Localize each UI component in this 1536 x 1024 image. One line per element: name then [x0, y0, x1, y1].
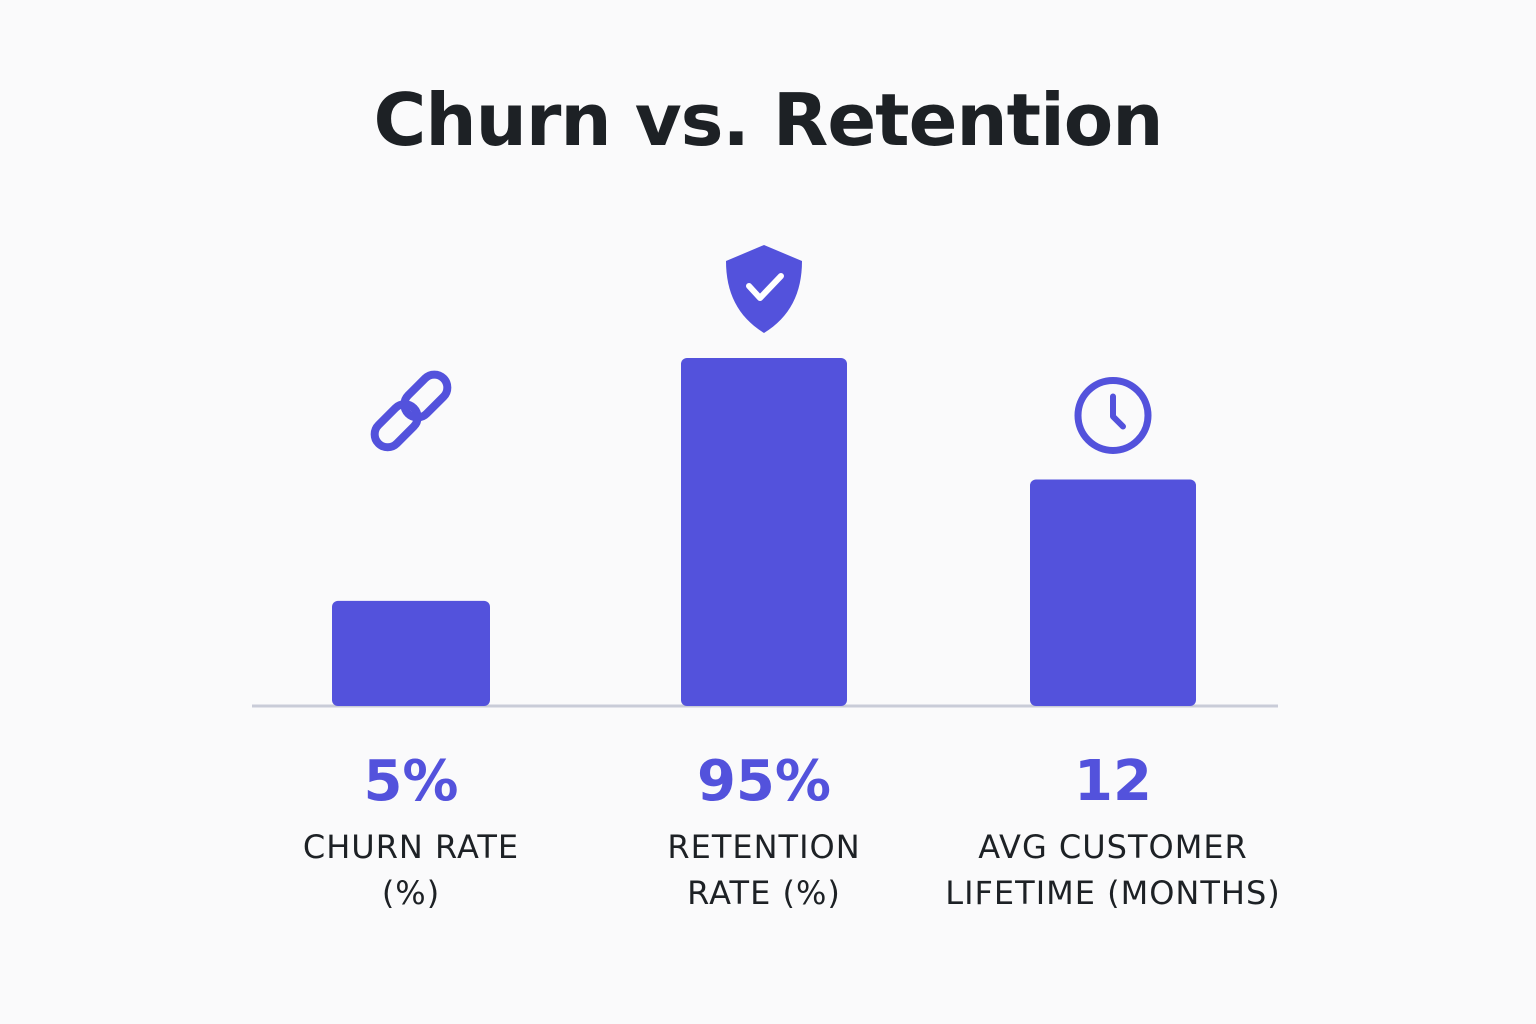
category-label-retention-rate-line2: RATE (%)	[687, 874, 841, 912]
category-label-avg-customer-lifetime-months-line2: LIFETIME (MONTHS)	[945, 874, 1281, 912]
bar-avg-customer-lifetime-months	[1030, 479, 1196, 706]
category-label-retention-rate-line1: RETENTION	[667, 828, 860, 866]
bars-group	[332, 358, 1196, 706]
link-icon	[370, 370, 452, 452]
bar-retention-rate	[681, 358, 847, 706]
category-label-churn-rate-line1: CHURN RATE	[303, 828, 519, 866]
icons-group	[370, 245, 1152, 454]
bar-churn-rate	[332, 600, 490, 706]
labels-group: 5% CHURN RATE (%) 95% RETENTION RATE (%) 12 AVG…	[303, 749, 1281, 912]
value-label-avg-customer-lifetime-months: 12	[1074, 749, 1152, 814]
chart-title: Churn vs. Retention	[373, 78, 1164, 162]
category-label-churn-rate-line2: (%)	[382, 874, 440, 912]
value-label-retention-rate: 95%	[697, 749, 831, 814]
value-label-churn-rate: 5%	[363, 749, 458, 814]
clock-icon	[1074, 376, 1152, 454]
category-label-avg-customer-lifetime-months-line1: AVG CUSTOMER	[978, 828, 1248, 866]
shield-check-icon	[726, 245, 802, 333]
